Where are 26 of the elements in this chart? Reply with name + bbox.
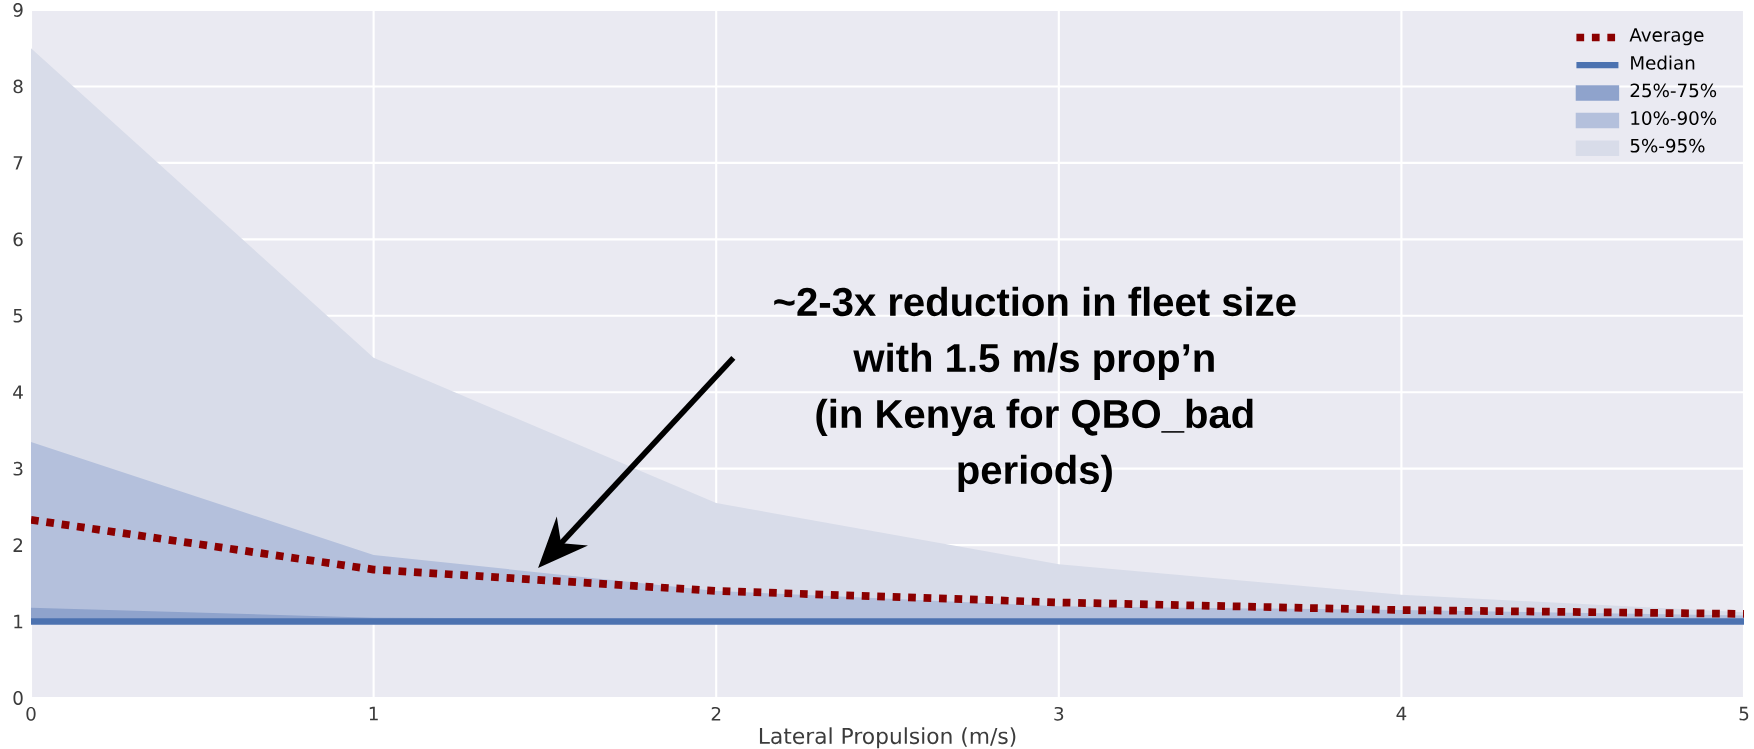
legend-label: Median: [1631, 55, 1695, 70]
y-tick-label: 0: [13, 691, 23, 705]
y-tick-label: 1: [14, 614, 23, 629]
x-axis-title: Lateral Propulsion (m/s): [759, 727, 1016, 749]
x-tick-label: 1: [369, 706, 378, 721]
x-tick-label: 4: [1396, 706, 1407, 721]
y-tick-label: 8: [13, 79, 23, 94]
annotation: periods): [958, 454, 1112, 493]
legend-label: Average: [1629, 28, 1704, 46]
annotation: ~2-3x reduction in fleet size: [774, 286, 1296, 317]
y-tick-label: 2: [13, 538, 23, 552]
y-tick-label: 7: [13, 156, 23, 170]
annotation: with 1.5 m/s prop’n: [853, 342, 1214, 381]
y-tick-label: 4: [13, 385, 23, 399]
y-tick-label: 3: [13, 461, 23, 476]
x-tick-label: 0: [26, 706, 36, 721]
x-tick-label: 2: [711, 706, 721, 721]
legend-label: 25%-75%: [1630, 83, 1717, 98]
y-tick-label: 9: [13, 3, 23, 17]
annotation: (in Kenya for QBO_bad: [816, 398, 1253, 437]
x-tick-label: 3: [1054, 706, 1064, 721]
legend-label: 10%-90%: [1631, 111, 1717, 125]
legend-label: 5%-95%: [1630, 138, 1705, 153]
y-tick-label: 5: [13, 308, 23, 323]
y-tick-label: 6: [13, 232, 23, 247]
x-tick-label: 5: [1739, 706, 1749, 721]
